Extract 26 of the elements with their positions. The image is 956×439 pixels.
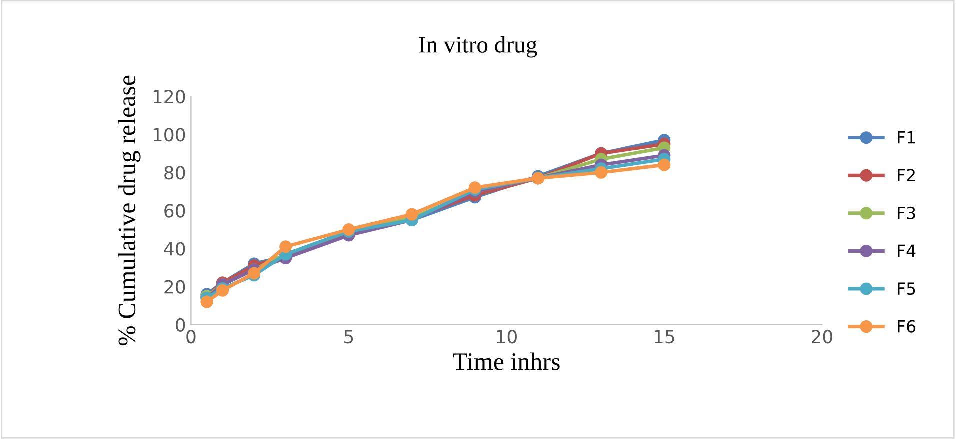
y-tick-label: 0 [176, 318, 186, 332]
y-tick-label: 100 [154, 128, 186, 142]
chart-title: In vitro drug [419, 36, 538, 58]
x-tick-label: 0 [186, 330, 196, 344]
x-tick-label: 10 [497, 330, 517, 344]
legend-label: F5 [898, 282, 916, 296]
x-tick-label: 20 [812, 330, 832, 344]
y-tick-label: 40 [164, 242, 186, 256]
point [658, 158, 671, 172]
point [200, 296, 214, 308]
legend-label: F1 [898, 132, 916, 144]
legend-label: F4 [898, 244, 916, 258]
legend-label: F3 [898, 206, 916, 220]
point [595, 166, 608, 179]
x-axis-title: Time inhrs [453, 352, 560, 370]
x-tick-label: 15 [654, 330, 674, 344]
legend-label: F2 [898, 169, 915, 182]
point [406, 208, 418, 221]
y-tick-label: 120 [154, 90, 186, 104]
y-tick-label: 60 [164, 204, 186, 218]
y-axis-title: % Cumulative drug release [118, 76, 141, 346]
legend-label: F6 [898, 320, 916, 333]
y-tick-label: 20 [164, 280, 186, 294]
point [280, 240, 292, 254]
y-tick-label: 80 [164, 166, 186, 180]
x-tick-label: 5 [344, 330, 354, 344]
